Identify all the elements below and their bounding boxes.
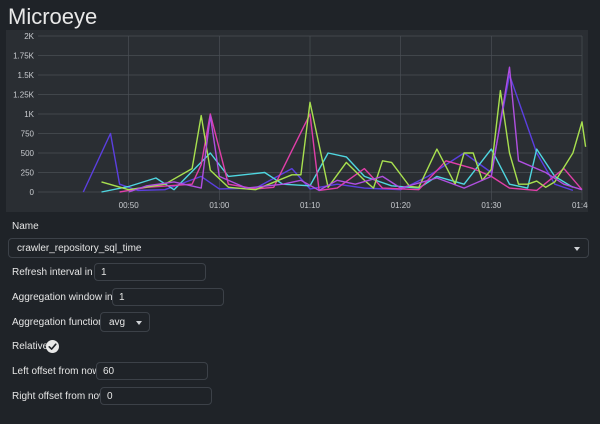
aggregation-function-select[interactable]: avg	[100, 312, 150, 332]
series-line-4	[101, 89, 587, 191]
series-line-3	[119, 113, 583, 193]
name-label: Name	[12, 221, 39, 232]
name-select[interactable]: crawler_repository_sql_time	[8, 238, 589, 258]
x-tick-label: 00:50	[119, 201, 140, 210]
series-line-1	[82, 74, 574, 193]
series-line-2	[101, 148, 574, 193]
y-tick-label: 250	[21, 169, 35, 178]
relative-label: Relative	[12, 341, 49, 352]
y-tick-label: 2K	[24, 32, 34, 41]
y-tick-label: 500	[21, 149, 35, 158]
series-line-5	[128, 66, 583, 193]
x-tick-label: 01:30	[481, 201, 502, 210]
aggregation-function-value: avg	[109, 317, 126, 328]
right-offset-input[interactable]	[100, 387, 212, 405]
refresh-interval-input[interactable]	[94, 263, 206, 281]
metrics-chart-svg: 0 250 500 750 1K 1.25K 1.5K 1.75K 2K 00:50 01:00 01…	[13, 32, 588, 210]
aggregation-window-input[interactable]	[112, 288, 224, 306]
y-tick-label: 0	[30, 188, 35, 197]
refresh-interval-label: Refresh interval in s	[12, 267, 101, 278]
y-tick-label: 1K	[24, 110, 34, 119]
y-tick-label: 750	[21, 130, 35, 139]
x-tick-label: 01:40	[572, 201, 588, 210]
page-title: Microeye	[8, 4, 98, 29]
aggregation-function-label: Aggregation function	[12, 317, 104, 328]
name-select-value: crawler_repository_sql_time	[17, 243, 142, 254]
metrics-chart: 0 250 500 750 1K 1.25K 1.5K 1.75K 2K 00:50 01:00 01…	[6, 30, 588, 212]
y-tick-label: 1.5K	[18, 71, 35, 80]
check-icon	[48, 343, 57, 350]
left-offset-label: Left offset from now	[12, 366, 100, 377]
left-offset-input[interactable]	[96, 362, 208, 380]
chevron-down-icon	[574, 247, 580, 251]
aggregation-window-label: Aggregation window in s	[12, 292, 121, 303]
x-tick-label: 01:00	[209, 201, 230, 210]
x-tick-label: 01:10	[300, 201, 321, 210]
relative-checkbox[interactable]	[46, 340, 59, 353]
right-offset-label: Right offset from now	[12, 391, 107, 402]
x-tick-label: 01:20	[391, 201, 412, 210]
chevron-down-icon	[136, 321, 142, 325]
y-tick-label: 1.25K	[13, 91, 35, 100]
y-tick-label: 1.75K	[13, 52, 35, 61]
